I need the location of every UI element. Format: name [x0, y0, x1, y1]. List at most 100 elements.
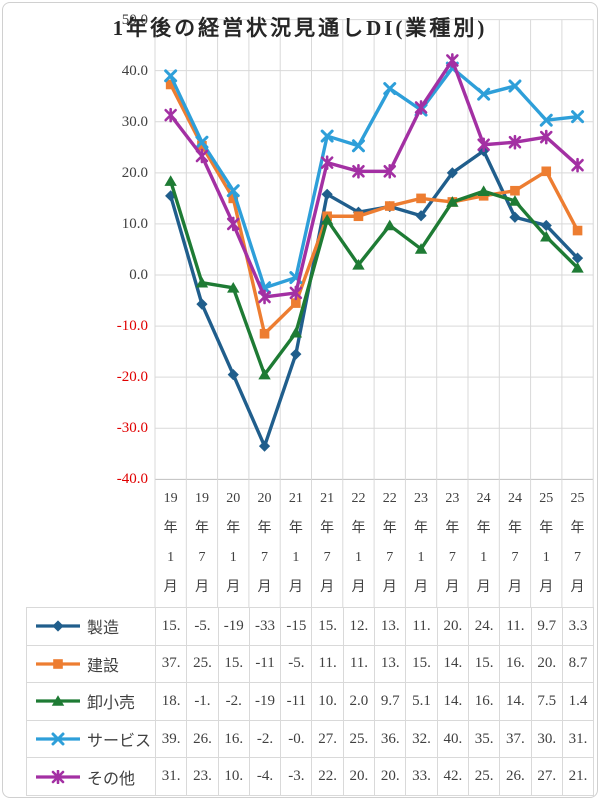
value-cell: 9.7: [530, 607, 563, 646]
x-axis-label: 19 年 1 月: [163, 491, 178, 595]
value-cell: 18.: [154, 682, 188, 721]
value-cell: 13.: [374, 607, 407, 646]
value-cell: 13.: [374, 644, 407, 684]
legend-key-triangle-icon: [36, 695, 80, 707]
value-cell: 36.: [374, 719, 407, 759]
x-marker: [164, 69, 178, 83]
value-cell: -15: [280, 607, 313, 646]
legend-cell-construction: 建設: [26, 644, 156, 684]
x-axis-label: 23 年 1 月: [414, 491, 429, 595]
asterisk-marker: [571, 157, 584, 173]
diamond-marker: [321, 188, 333, 200]
value-cell: -3.: [280, 757, 313, 796]
value-cell: 11.: [342, 644, 376, 684]
x-marker: [195, 135, 209, 149]
diamond-marker: [258, 440, 271, 452]
table-row-wholesale-retail: 卸小売 18. -1. -2. -19 -11 10. 2.0 9.7 5.1 14. 16. 14. 7…: [26, 682, 595, 721]
value-cell: 2.0: [342, 682, 376, 721]
y-axis-label: 10.0: [121, 215, 148, 232]
value-cell: 16.: [217, 719, 250, 759]
square-marker: [572, 225, 583, 236]
y-axis-label: -40.0: [116, 471, 148, 488]
value-cell: -19: [217, 607, 250, 646]
x-axis-label: 25 年 1 月: [539, 491, 554, 595]
legend-label: その他: [87, 770, 136, 788]
square-marker: [510, 185, 520, 196]
value-cell: 20.: [374, 757, 407, 796]
triangle-marker: [289, 326, 303, 338]
y-axis-label: 20.0: [121, 164, 148, 181]
y-axis-label: 0.0: [129, 267, 148, 283]
value-cell: 20.: [436, 607, 469, 646]
legend-cell-services: サービス: [26, 719, 156, 759]
asterisk-marker: [446, 53, 459, 68]
value-cell: 12.: [342, 607, 376, 646]
triangle-marker: [258, 368, 271, 380]
value-cell: 11.: [499, 607, 532, 646]
triangle-marker: [508, 195, 522, 206]
value-cell: 25.: [467, 757, 501, 796]
x-marker: [508, 79, 522, 93]
legend-cell-other: その他: [26, 757, 156, 796]
value-cell: 5.1: [405, 682, 438, 721]
series-line-construction: [168, 82, 580, 336]
triangle-marker: [571, 262, 584, 273]
x-axis-label: 23 年 7 月: [445, 491, 460, 595]
asterisk-marker: [226, 216, 240, 232]
value-cell: -4.: [248, 757, 282, 796]
value-cell: 27.: [311, 719, 344, 759]
series-wholesale-retail: [164, 175, 584, 380]
value-cell: 15.: [217, 644, 250, 684]
x-marker: [383, 82, 397, 96]
data-table: 製造 15. -5. -19 -33 -15 15. 12. 13. 11. 20. 24. 11. 9.…: [26, 607, 595, 796]
value-cell: -2.: [248, 719, 282, 759]
value-cell: -11: [248, 644, 282, 684]
square-marker: [197, 140, 207, 151]
value-cell: 10.: [217, 757, 250, 796]
table-row-construction: 建設 37. 25. 15. -11 -5. 11. 11. 13. 15. 14. 15. 16. 20…: [26, 644, 595, 684]
x-axis-label: 19 年 7 月: [194, 491, 209, 595]
x-axis-label: 24 年 7 月: [507, 491, 522, 595]
value-cell: 37.: [154, 644, 188, 684]
asterisk-marker: [51, 769, 65, 784]
value-cell: 31.: [154, 757, 188, 796]
diamond-marker: [290, 348, 302, 360]
asterisk-marker: [539, 129, 553, 145]
value-cell: 32.: [405, 719, 438, 759]
y-axis-label: -30.0: [116, 420, 148, 437]
legend-cell-manufacturing: 製造: [26, 607, 156, 646]
value-cell: 24.: [467, 607, 501, 646]
asterisk-marker: [352, 164, 365, 179]
x-axis-label: 22 年 7 月: [382, 491, 397, 595]
value-cell: 27.: [530, 757, 563, 796]
square-marker: [228, 193, 239, 204]
value-cell: 35.: [467, 719, 501, 759]
value-cell: 30.: [530, 719, 563, 759]
square-marker: [541, 166, 552, 177]
value-cell: 16.: [499, 644, 532, 684]
value-cell: 7.5: [530, 682, 563, 721]
triangle-marker: [195, 276, 209, 288]
diamond-marker: [227, 369, 239, 381]
value-cell: 26.: [186, 719, 219, 759]
chart-title: 1年後の経営状況見通しDI(業種別): [112, 16, 488, 40]
value-cell: 10.: [311, 682, 344, 721]
legend-key-diamond-icon: [36, 620, 80, 632]
x-axis-label: 21 年 1 月: [288, 491, 303, 595]
triangle-marker: [446, 196, 459, 207]
x-axis-label: 25 年 7 月: [570, 491, 585, 595]
value-cell: 15.: [311, 607, 344, 646]
series-line-wholesale-retail: [168, 179, 580, 377]
asterisk-marker: [383, 164, 397, 179]
legend-label: 製造: [87, 620, 120, 638]
diamond-marker: [415, 210, 427, 222]
value-cell: 11.: [405, 607, 438, 646]
square-marker: [416, 193, 426, 204]
triangle-marker: [540, 230, 553, 242]
asterisk-marker: [258, 289, 271, 305]
x-axis-label: 24 年 1 月: [476, 491, 491, 595]
y-axis-label: 50.0: [121, 11, 148, 28]
value-cell: 23.: [186, 757, 219, 796]
value-cell: -11: [280, 682, 313, 721]
